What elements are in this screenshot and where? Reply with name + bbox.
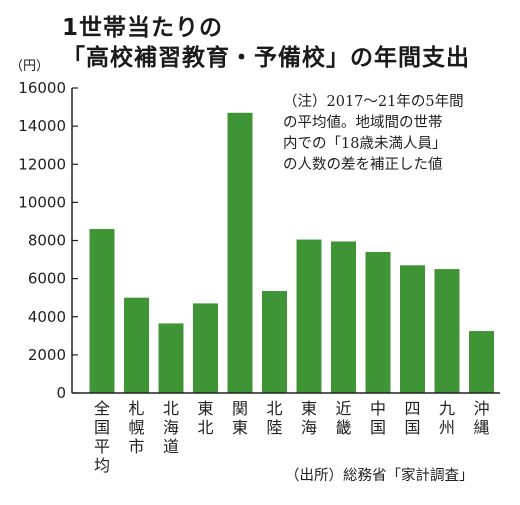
bar-9 xyxy=(365,251,391,393)
bar-10 xyxy=(400,265,425,393)
note-line: 内での「18歳未満人員」 xyxy=(283,136,447,152)
bar-11 xyxy=(434,269,460,393)
bar-6 xyxy=(262,291,287,393)
y-tick-label: 2000 xyxy=(28,346,66,364)
x-category-label: 近畿 xyxy=(335,399,351,437)
bar-8 xyxy=(331,241,356,393)
x-category-label: 東海 xyxy=(301,399,317,437)
x-category-label: 四国 xyxy=(404,399,420,437)
y-tick-label: 0 xyxy=(56,384,66,402)
y-tick-label: 8000 xyxy=(28,232,66,250)
note-line: の人数の差を補正した値 xyxy=(283,157,443,173)
x-category-label: 沖縄 xyxy=(473,399,489,437)
y-axis-unit-label: （円） xyxy=(10,59,49,74)
bar-7 xyxy=(296,239,322,393)
y-tick-label: 4000 xyxy=(28,308,66,326)
x-category-label: 北陸 xyxy=(266,399,282,437)
chart-note: （注）2017〜21年の5年間 の平均値。地域間の世帯 内での「18歳未満人員」… xyxy=(283,92,498,176)
y-axis-ticks: 0 2000 4000 6000 8000 10000 12000 14000 16000 xyxy=(18,79,78,402)
x-category-label: 中国 xyxy=(370,399,386,437)
bar-1 xyxy=(89,229,115,393)
y-tick-label: 6000 xyxy=(28,270,66,288)
y-tick-label: 16000 xyxy=(18,79,66,97)
bar-4 xyxy=(193,303,218,393)
bar-3 xyxy=(158,323,184,393)
bars-group xyxy=(89,112,494,393)
x-category-label: 全国平均 xyxy=(94,399,110,475)
bar-12 xyxy=(469,331,494,393)
x-category-label: 関東 xyxy=(232,399,248,437)
chart-title-line-2: 「高校補習教育・予備校」の年間支出 xyxy=(62,45,470,71)
y-tick-label: 10000 xyxy=(18,193,66,211)
x-category-label: 九州 xyxy=(439,399,455,437)
y-tick-label: 14000 xyxy=(18,117,66,135)
x-category-label: 東北 xyxy=(197,399,213,437)
bar-2 xyxy=(124,297,149,393)
bar-5 xyxy=(227,112,253,393)
source-note: （出所）総務省「家計調査」 xyxy=(285,468,474,484)
note-line: の平均値。地域間の世帯 xyxy=(283,115,443,131)
x-category-label: 札幌市 xyxy=(128,399,144,456)
x-category-label: 北海道 xyxy=(163,399,179,456)
note-line: （注）2017〜21年の5年間 xyxy=(283,94,464,110)
y-tick-label: 12000 xyxy=(18,155,66,173)
chart-title-line-1: 1世帯当たりの xyxy=(62,15,224,41)
